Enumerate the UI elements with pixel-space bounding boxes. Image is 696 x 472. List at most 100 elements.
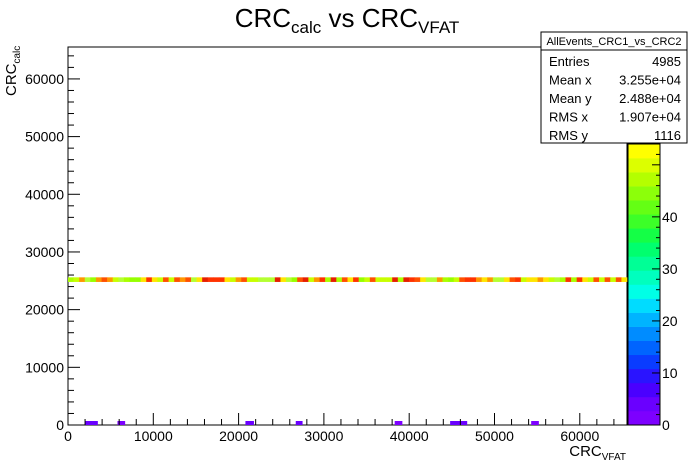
band-bin: [336, 277, 343, 282]
band-bin: [621, 277, 628, 282]
y-axis: 0 10000 20000 30000 40000 50000 60000: [25, 55, 80, 433]
band-bin: [520, 277, 527, 282]
low-bin: [245, 421, 254, 425]
palette-swatch: [628, 354, 660, 370]
stats-box-frame: [540, 31, 688, 144]
band-bin: [414, 277, 421, 282]
band-bin: [559, 277, 566, 282]
palette-swatch: [628, 340, 660, 356]
palette-swatch: [628, 200, 660, 215]
stats-label: RMS y: [549, 128, 589, 143]
band-bin: [179, 277, 186, 282]
band-bin: [146, 277, 153, 282]
band-bin: [319, 277, 326, 282]
y-tick-label: 20000: [25, 302, 64, 318]
palette-swatch: [628, 270, 660, 285]
x-axis: 0 10000 20000 30000 40000 50000 60000: [64, 413, 615, 444]
band-bin: [476, 277, 482, 282]
band-bin: [84, 277, 91, 282]
band-bin: [286, 277, 292, 282]
band-bin: [492, 277, 499, 282]
band-bin: [453, 277, 460, 282]
palette-swatch: [628, 312, 660, 327]
band-bin: [297, 277, 304, 282]
xlabel-main: CRC: [569, 443, 602, 460]
x-tick-label: 0: [64, 428, 72, 444]
x-tick-label: 30000: [304, 428, 343, 444]
band-bin: [330, 277, 337, 282]
band-bin: [392, 277, 399, 282]
band-bin: [163, 277, 169, 282]
band-bin: [252, 277, 259, 282]
palette-swatch: [628, 172, 660, 187]
band-bin: [481, 277, 488, 282]
band-bin: [537, 277, 544, 282]
band-bin: [431, 277, 438, 282]
ylabel-sub: calc: [12, 46, 23, 64]
band-bin: [459, 277, 466, 282]
band-bin: [381, 277, 387, 282]
stats-label: Mean y: [549, 91, 592, 106]
z-tick-label: 40: [662, 209, 678, 225]
palette-swatch: [628, 144, 660, 159]
band-bin: [213, 277, 220, 282]
band-bin: [241, 277, 248, 282]
svg-text:CRCVFAT: CRCVFAT: [569, 443, 626, 463]
band-bin: [576, 277, 583, 282]
band-bin: [464, 277, 471, 282]
band-bin: [403, 277, 410, 282]
stats-rows: Entries 4985 Mean x 3.255e+04 Mean y 2.488e+0…: [549, 54, 681, 143]
band-bin: [224, 277, 231, 282]
band-bin: [587, 277, 594, 282]
x-tick-label: 40000: [390, 428, 429, 444]
band-bin: [107, 277, 114, 282]
x-tick-label: 10000: [134, 428, 173, 444]
band-bin: [280, 277, 287, 282]
title-crc-a: CRC: [235, 3, 291, 33]
band-bin: [302, 277, 309, 282]
band-bin: [263, 277, 270, 282]
low-bin: [450, 421, 468, 425]
band-bin: [291, 277, 298, 282]
band-bin: [548, 277, 555, 282]
band-bin: [258, 277, 264, 282]
band-bin: [369, 277, 376, 282]
band-bin: [235, 277, 242, 282]
chart-title: CRCcalc vs CRCVFAT: [235, 3, 460, 37]
band-bin: [599, 277, 605, 282]
band-bin: [308, 277, 315, 282]
band: [68, 277, 628, 282]
stats-value: 1.907e+04: [619, 110, 681, 125]
y-tick-label: 10000: [25, 359, 64, 375]
band-bin: [425, 277, 432, 282]
palette-swatch: [628, 242, 660, 257]
band-bin: [615, 277, 622, 282]
band-bin: [386, 277, 393, 282]
ylabel-main: CRC: [3, 63, 20, 96]
palette-swatch: [628, 368, 660, 384]
band-bin: [101, 277, 108, 282]
band-bin: [347, 277, 354, 282]
band-bin: [593, 277, 600, 282]
band-bin: [157, 277, 164, 282]
x-tick-label: 60000: [560, 428, 599, 444]
band-bin: [135, 277, 141, 282]
stats-label: Mean x: [549, 73, 592, 88]
palette-swatch: [628, 256, 660, 271]
band-bin: [68, 277, 74, 282]
band-bin: [571, 277, 577, 282]
palette-swatch: [628, 228, 660, 243]
band-bin: [325, 277, 332, 282]
palette-swatch: [628, 382, 660, 398]
y-tick-label: 60000: [25, 71, 64, 87]
x-axis-title: CRCVFAT: [569, 443, 626, 463]
stats-box: AllEvents_CRC1_vs_CRC2 Entries 4985 Mean x…: [540, 31, 688, 144]
band-bin: [95, 277, 102, 282]
palette-swatch: [628, 410, 660, 426]
palette-swatch: [628, 186, 660, 201]
band-bin: [470, 277, 477, 282]
y-axis-title: CRCcalc: [3, 46, 23, 96]
palette-swatch: [628, 298, 660, 313]
z-tick-label: 20: [662, 313, 678, 329]
